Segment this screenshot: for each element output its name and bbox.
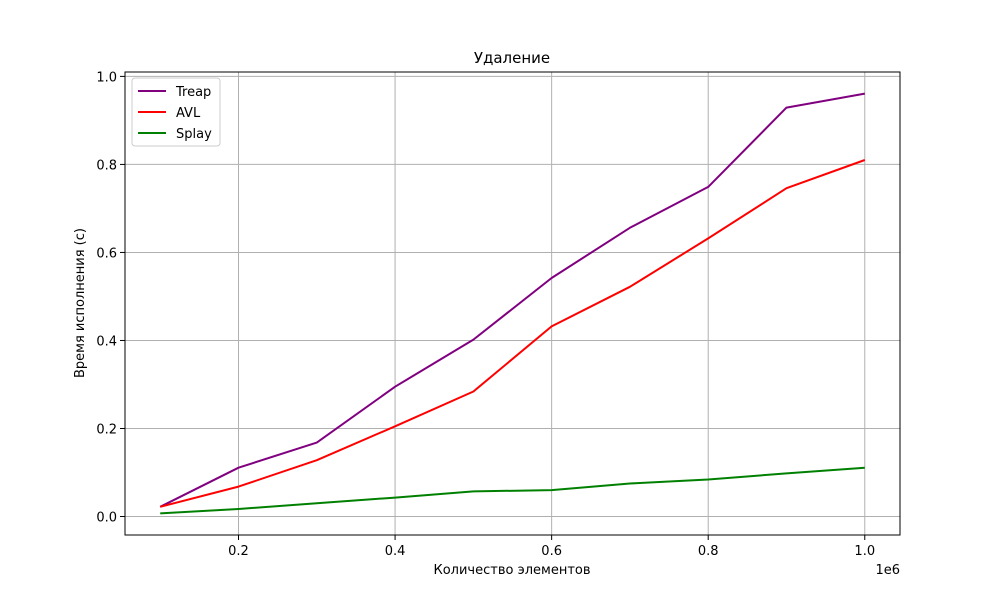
chart-title: Удаление [474,49,550,67]
y-tick-label: 0.4 [96,334,117,349]
x-axis-offset-label: 1e6 [875,563,900,578]
y-axis-ticks: 0.0 0.2 0.4 0.6 0.8 1.0 [96,70,125,526]
y-tick-label: 0.8 [96,158,117,173]
x-tick-label: 0.4 [385,544,406,559]
series-line-treap [159,92,865,508]
legend-label-splay: Splay [176,127,212,142]
y-tick-label: 0.2 [96,422,117,437]
y-axis-label: Время исполнения (с) [73,228,88,378]
y-tick-label: 0.0 [96,511,117,526]
y-tick-label: 1.0 [96,70,117,85]
x-tick-label: 0.6 [541,544,562,559]
legend-label-avl: AVL [176,106,201,121]
plot-area [124,71,901,536]
legend: Treap AVL Splay [131,77,221,147]
legend-box [131,77,221,147]
x-axis-ticks: 0.2 0.4 0.6 0.8 1.0 [228,535,875,559]
x-tick-label: 0.2 [228,544,249,559]
grid [125,72,900,535]
legend-label-treap: Treap [175,85,211,100]
y-tick-label: 0.6 [96,246,117,261]
x-tick-label: 1.0 [854,544,875,559]
series-lines [159,92,866,515]
series-line-splay [160,466,865,515]
x-axis-label: Количество элементов [433,563,590,578]
x-tick-label: 0.8 [698,544,719,559]
series-line-avl [159,159,866,508]
